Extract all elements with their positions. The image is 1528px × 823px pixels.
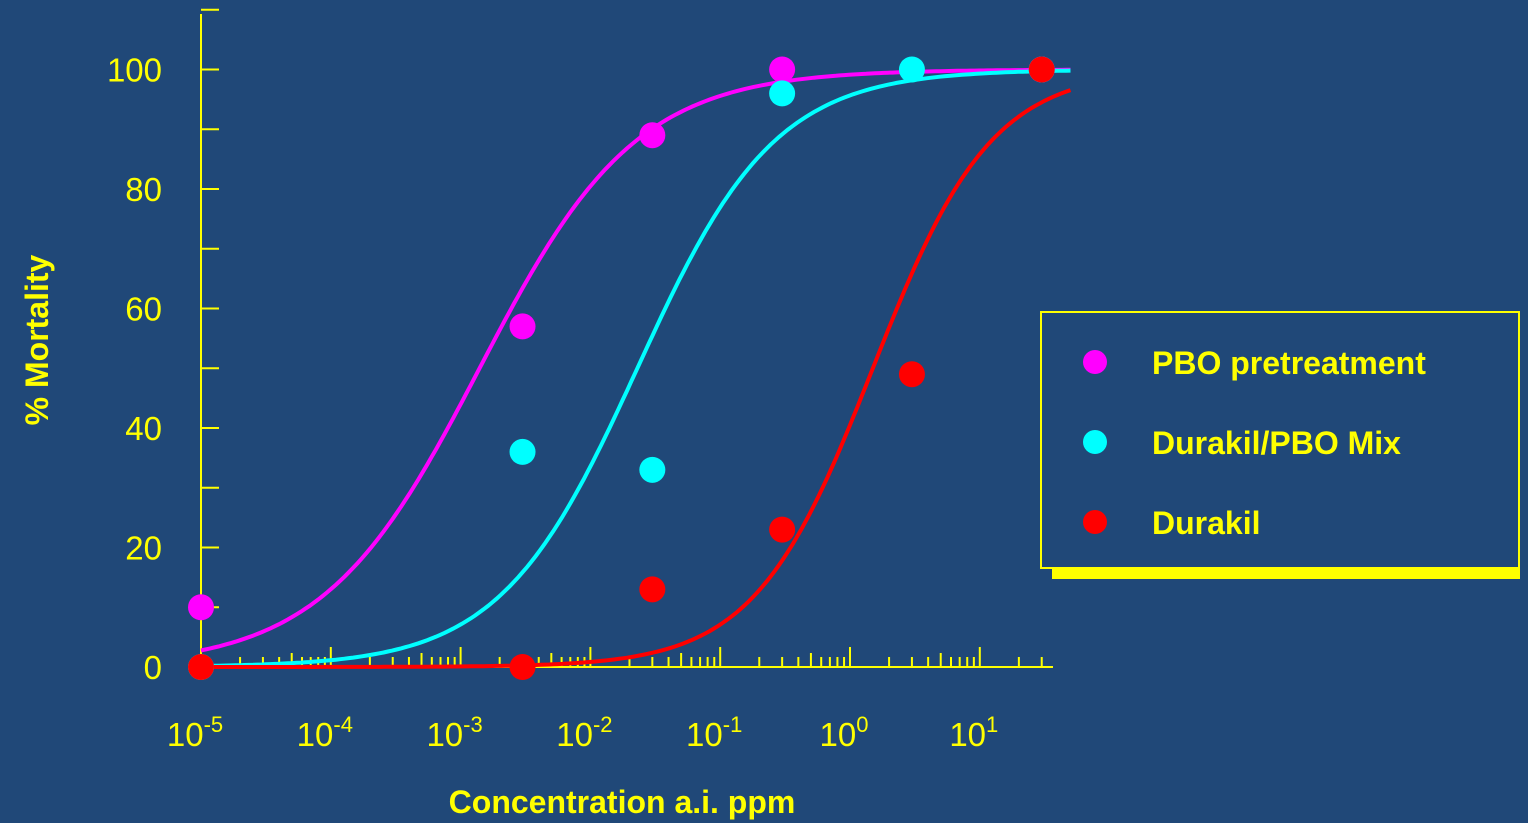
- tick-labels: 0 20 40 60 80 100 10-5 10-4 10-3 10-2 10-1 100 101: [107, 52, 998, 754]
- y-tick-label: 80: [125, 171, 162, 208]
- data-point: [188, 594, 214, 621]
- fit-curves: [200, 67, 1072, 669]
- data-point: [639, 576, 666, 603]
- legend-label: PBO pretreatment: [1152, 345, 1426, 381]
- x-axis-title: Concentration a.i. ppm: [449, 784, 796, 820]
- x-tick-label: 10-5: [167, 712, 223, 753]
- data-point: [769, 80, 796, 107]
- legend-box: [1040, 311, 1520, 569]
- x-tick-label: 10-4: [297, 712, 353, 753]
- legend-label: Durakil/PBO Mix: [1152, 425, 1401, 461]
- data-point: [898, 361, 925, 388]
- y-tick-label: 60: [125, 291, 162, 328]
- data-point: [898, 56, 925, 83]
- data-point: [639, 456, 666, 483]
- x-tick-label: 100: [820, 712, 869, 753]
- y-tick-label: 20: [125, 530, 162, 567]
- x-tick-label: 10-1: [686, 712, 742, 753]
- y-axis-title: % Mortality: [19, 254, 55, 425]
- legend-marker: [1083, 350, 1107, 374]
- data-point: [509, 313, 536, 340]
- legend-label: Durakil: [1152, 505, 1260, 541]
- data-point: [1028, 56, 1055, 83]
- legend-marker: [1083, 510, 1107, 534]
- data-point: [639, 122, 666, 149]
- data-points: [188, 56, 1055, 680]
- fit-curve: [200, 68, 1071, 668]
- y-tick-label: 0: [144, 649, 162, 686]
- legend: PBO pretreatment Durakil/PBO Mix Durakil: [1040, 311, 1520, 579]
- legend-marker: [1083, 430, 1107, 454]
- fit-curve: [201, 88, 1072, 669]
- data-point: [188, 654, 214, 680]
- y-tick-label: 100: [107, 52, 162, 89]
- data-point: [769, 516, 796, 543]
- y-tick-label: 40: [125, 410, 162, 447]
- axes: [200, 8, 1053, 668]
- x-tick-label: 101: [949, 712, 998, 753]
- data-point: [769, 56, 796, 83]
- legend-items: PBO pretreatment Durakil/PBO Mix Durakil: [1083, 345, 1426, 541]
- fit-curve: [200, 67, 1071, 653]
- x-tick-label: 10-3: [426, 712, 482, 753]
- x-tick-label: 10-2: [556, 712, 612, 753]
- data-point: [509, 438, 536, 465]
- data-point: [509, 654, 536, 680]
